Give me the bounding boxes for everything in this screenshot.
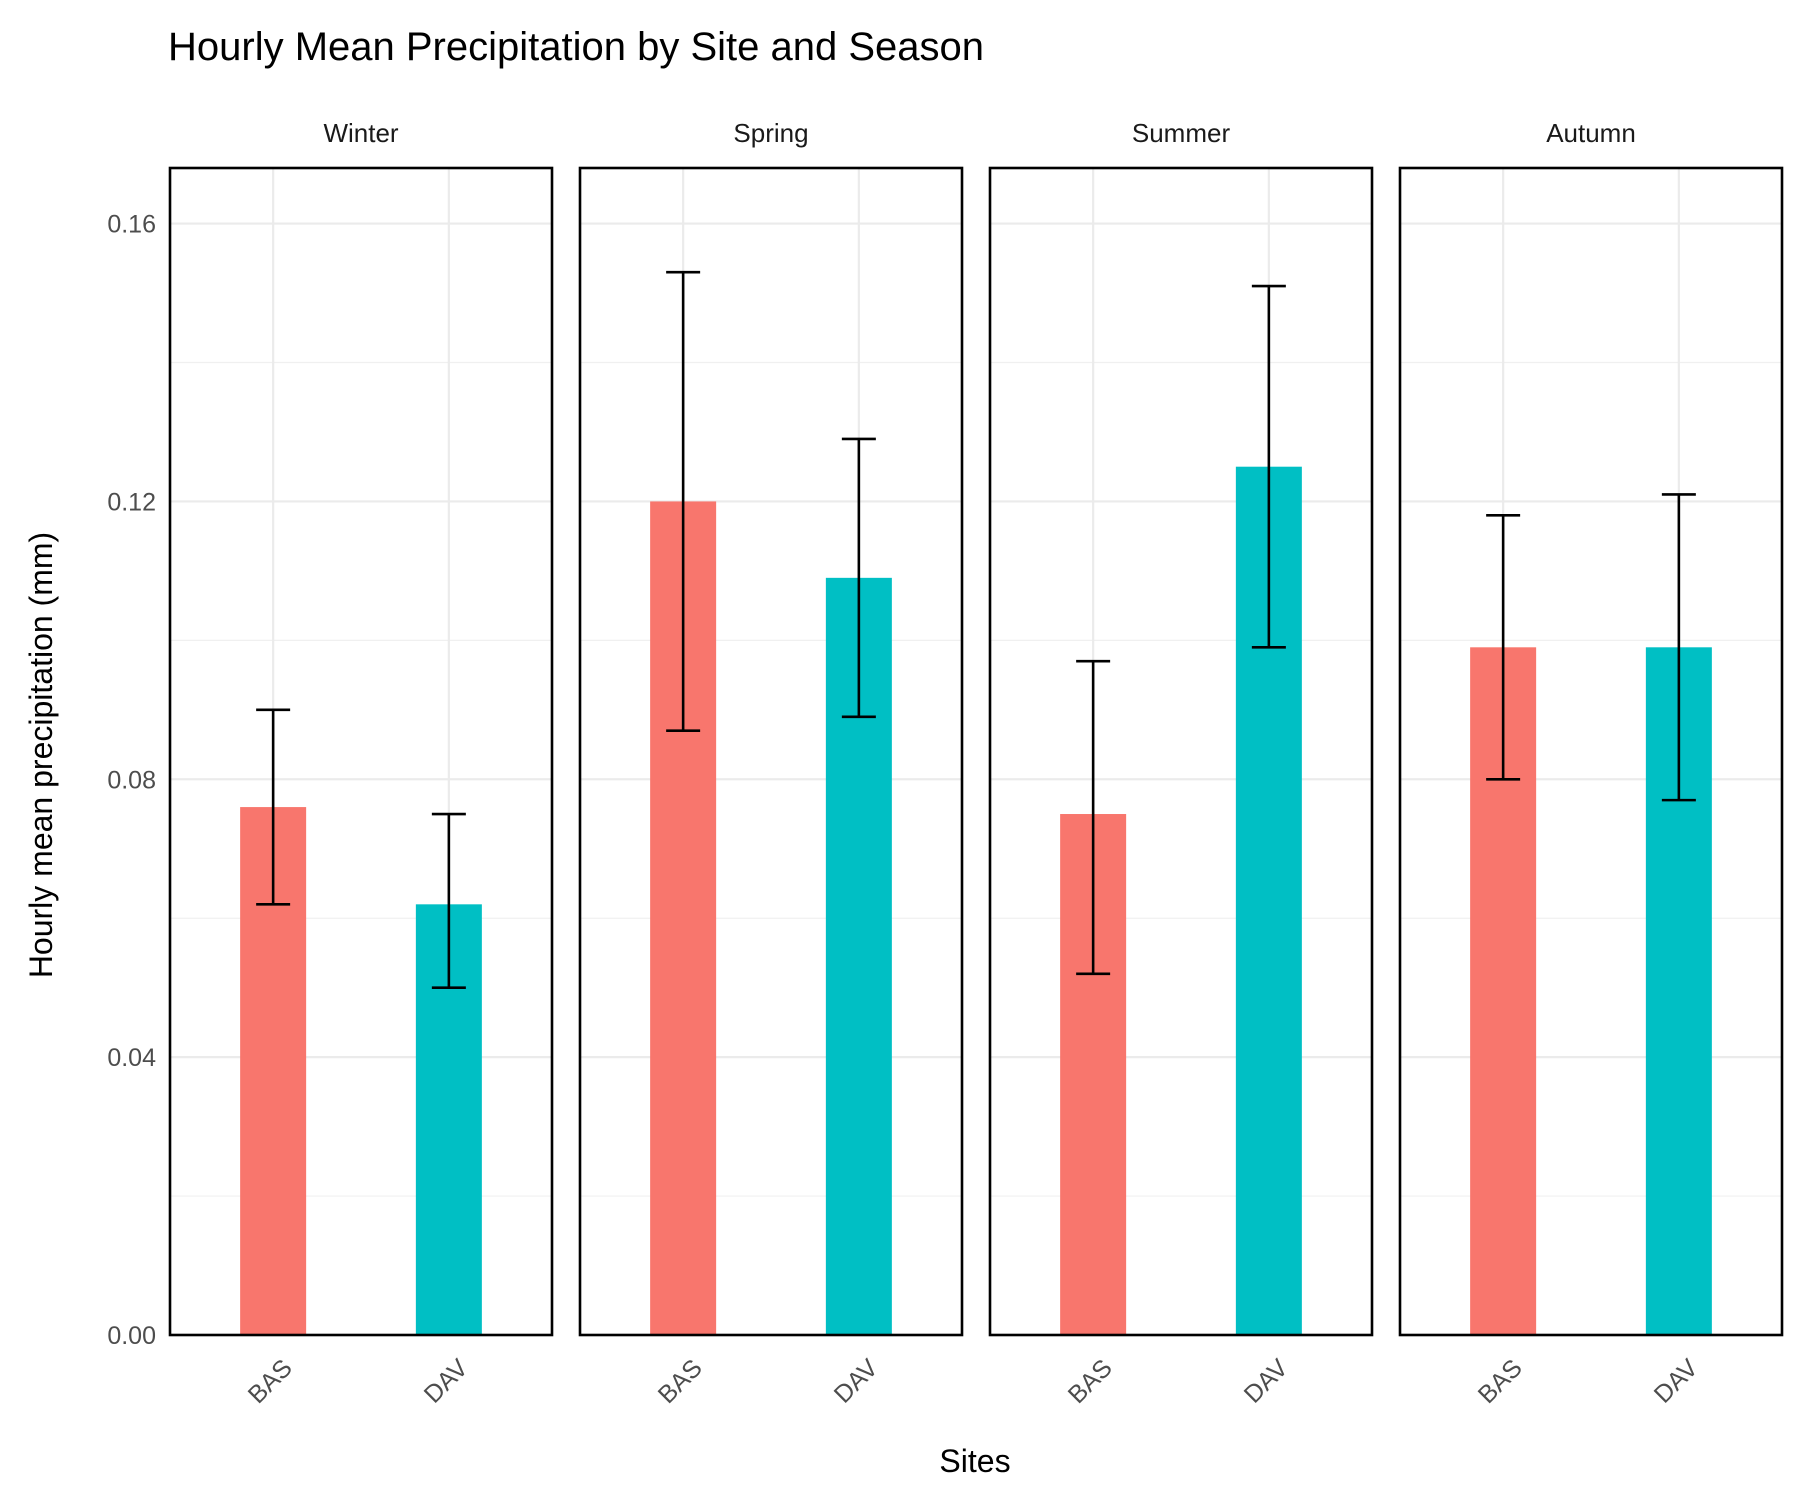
chart-title: Hourly Mean Precipitation by Site and Se… bbox=[168, 25, 984, 69]
x-axis-title: Sites bbox=[939, 1443, 1010, 1479]
facet-panel-autumn: Autumn BAS DAV bbox=[1398, 118, 1784, 1409]
x-tick-label: DAV bbox=[829, 1354, 884, 1409]
x-tick-label: DAV bbox=[1649, 1354, 1704, 1409]
x-tick-label: BAS bbox=[243, 1354, 298, 1409]
panel-border bbox=[168, 166, 554, 1337]
facet-strip-label: Winter bbox=[323, 118, 398, 148]
x-tick-label: BAS bbox=[653, 1354, 708, 1409]
facet-strip-label: Summer bbox=[1132, 118, 1231, 148]
panel-border bbox=[1398, 166, 1784, 1337]
panel-border bbox=[988, 166, 1374, 1337]
y-tick-label: 0.08 bbox=[107, 766, 156, 794]
y-axis: 0.00 0.04 0.08 0.12 0.16 bbox=[107, 211, 156, 1350]
x-tick-label: DAV bbox=[1239, 1354, 1294, 1409]
facet-panel-winter: Winter BAS DAV bbox=[168, 118, 554, 1409]
facet-panel-summer: Summer BAS DAV bbox=[988, 118, 1374, 1409]
facet-panel-spring: Spring BAS DAV bbox=[578, 118, 964, 1409]
y-tick-label: 0.12 bbox=[107, 488, 156, 516]
panel-border bbox=[578, 166, 964, 1337]
x-tick-label: DAV bbox=[419, 1354, 474, 1409]
facet-strip-label: Autumn bbox=[1546, 118, 1636, 148]
y-tick-label: 0.04 bbox=[107, 1044, 156, 1072]
x-tick-label: BAS bbox=[1063, 1354, 1118, 1409]
facet-strip-label: Spring bbox=[733, 118, 808, 148]
y-tick-label: 0.00 bbox=[107, 1322, 156, 1350]
x-tick-label: BAS bbox=[1473, 1354, 1528, 1409]
y-axis-title: Hourly mean precipitation (mm) bbox=[23, 532, 59, 978]
y-tick-label: 0.16 bbox=[107, 211, 156, 239]
